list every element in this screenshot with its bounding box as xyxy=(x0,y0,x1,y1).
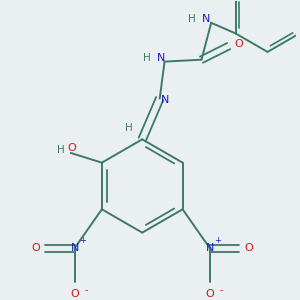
Text: N: N xyxy=(202,14,211,24)
Text: O: O xyxy=(32,243,40,253)
Text: O: O xyxy=(234,39,243,49)
Text: +: + xyxy=(79,236,86,245)
Text: O: O xyxy=(68,143,76,153)
Text: N: N xyxy=(160,95,169,106)
Text: -: - xyxy=(220,285,223,295)
Text: H: H xyxy=(188,14,196,24)
Text: O: O xyxy=(70,289,79,299)
Text: N: N xyxy=(157,53,165,63)
Text: O: O xyxy=(206,289,214,299)
Text: N: N xyxy=(70,243,79,253)
Text: +: + xyxy=(214,236,221,245)
Text: -: - xyxy=(85,285,88,295)
Text: O: O xyxy=(244,243,253,253)
Text: H: H xyxy=(57,145,65,155)
Text: H: H xyxy=(125,123,133,133)
Text: N: N xyxy=(206,243,214,253)
Text: H: H xyxy=(143,53,151,63)
